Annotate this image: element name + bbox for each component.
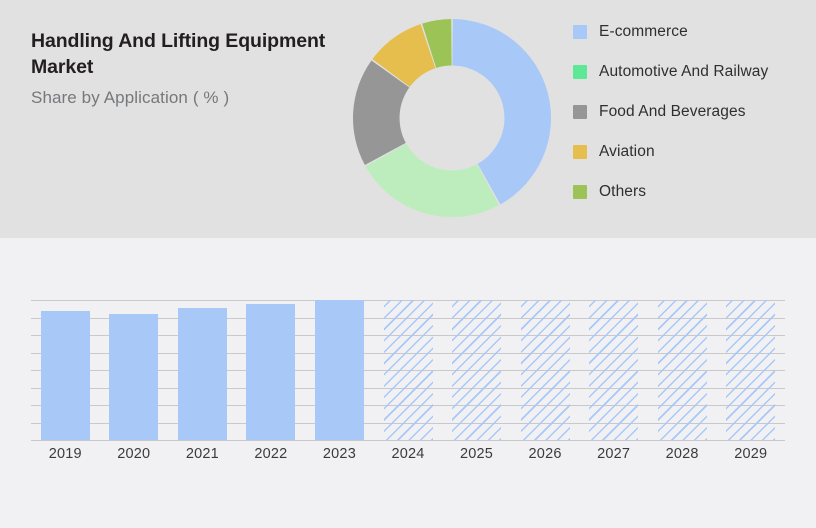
bar[interactable]: [109, 314, 159, 440]
page-subtitle: Share by Application ( % ): [31, 88, 230, 107]
bar[interactable]: [177, 308, 227, 440]
bar-chart-bars: [31, 300, 785, 440]
bar-slot: [314, 300, 364, 440]
x-axis-label: 2026: [528, 446, 562, 462]
donut-slice[interactable]: [353, 60, 410, 166]
square-swatch-icon: [573, 25, 587, 39]
forecast-bar-slot: [383, 300, 433, 440]
x-axis-label: 2023: [322, 446, 356, 462]
forecast-bar-slot: [657, 300, 707, 440]
chart-legend: E-commerce Automotive And Railway Food And…: [573, 12, 813, 212]
donut-slice[interactable]: [452, 19, 551, 205]
legend-item-label: Aviation: [599, 143, 655, 160]
donut-slice[interactable]: [365, 143, 500, 217]
x-axis-label: 2019: [48, 446, 82, 462]
legend-item-label: Others: [599, 183, 647, 200]
x-axis-label: 2029: [734, 446, 768, 462]
square-swatch-icon: [573, 105, 587, 119]
forecast-bar[interactable]: [383, 300, 433, 440]
legend-item-label: E-commerce: [599, 23, 688, 40]
forecast-bar[interactable]: [726, 300, 776, 440]
bar-slot: [109, 300, 159, 440]
forecast-bar[interactable]: [657, 300, 707, 440]
forecast-bar-slot: [520, 300, 570, 440]
legend-item[interactable]: Aviation: [573, 132, 813, 172]
forecast-bar-slot: [452, 300, 502, 440]
legend-item-label: Food And Beverages: [599, 103, 746, 120]
square-swatch-icon: [573, 145, 587, 159]
top-section: Handling And Lifting Equipment Market Sh…: [0, 0, 816, 238]
x-axis-label: 2028: [665, 446, 699, 462]
square-swatch-icon: [573, 65, 587, 79]
title-block: Handling And Lifting Equipment Market Sh…: [31, 28, 371, 109]
gridline: [31, 440, 785, 441]
legend-item[interactable]: Food And Beverages: [573, 92, 813, 132]
bar[interactable]: [314, 300, 364, 440]
x-axis-label: 2022: [254, 446, 288, 462]
bar[interactable]: [40, 311, 90, 440]
donut-chart: [352, 18, 552, 218]
bar-slot: [246, 300, 296, 440]
x-axis-label: 2020: [117, 446, 151, 462]
bar-chart: [31, 300, 785, 441]
forecast-bar-slot: [589, 300, 639, 440]
square-swatch-icon: [573, 185, 587, 199]
forecast-bar-slot: [726, 300, 776, 440]
bottom-section: 2019 2020 2021 2022 2023 2024 2025 2026 2027 2028…: [0, 238, 816, 528]
forecast-bar[interactable]: [452, 300, 502, 440]
donut-slice[interactable]: [422, 19, 452, 68]
x-axis-label: 2024: [391, 446, 425, 462]
donut-slice[interactable]: [372, 24, 436, 87]
legend-item[interactable]: E-commerce: [573, 12, 813, 52]
bar-slot: [177, 300, 227, 440]
x-axis-label: 2021: [185, 446, 219, 462]
donut-slice-group: [353, 19, 551, 217]
legend-item-label: Automotive And Railway: [599, 63, 769, 80]
bar-slot: [40, 300, 90, 440]
legend-item[interactable]: Automotive And Railway: [573, 52, 813, 92]
legend-item[interactable]: Others: [573, 172, 813, 212]
x-axis-label: 2025: [460, 446, 494, 462]
forecast-bar[interactable]: [520, 300, 570, 440]
page-title: Handling And Lifting Equipment Market: [31, 30, 326, 78]
bar-chart-x-axis: 2019 2020 2021 2022 2023 2024 2025 2026 2027 2028…: [31, 446, 785, 466]
forecast-bar[interactable]: [589, 300, 639, 440]
x-axis-label: 2027: [597, 446, 631, 462]
bar[interactable]: [246, 304, 296, 440]
donut-chart-svg: [353, 19, 551, 217]
